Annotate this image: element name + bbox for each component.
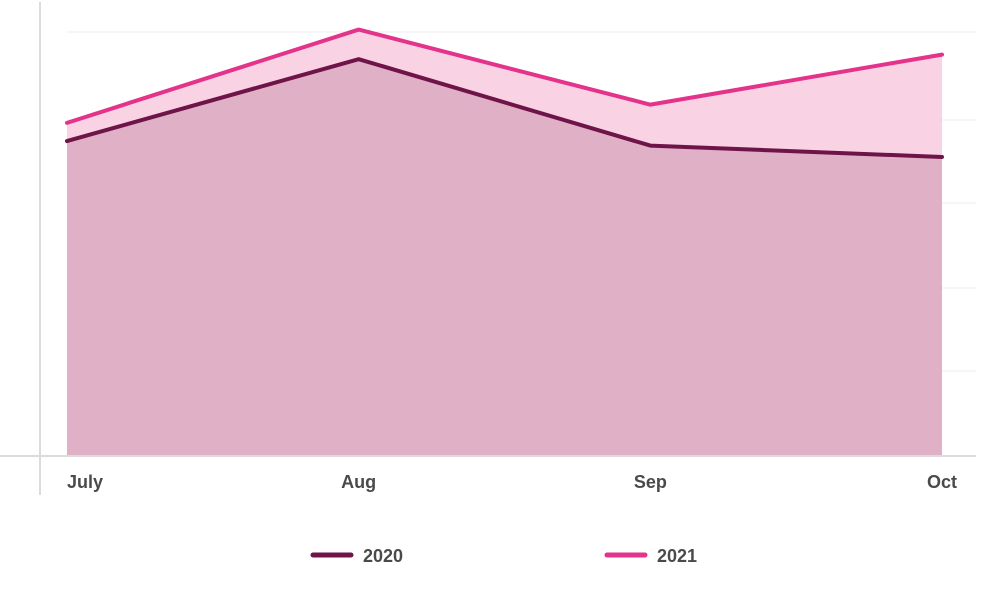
x-tick-label-July: July [67, 472, 103, 492]
series-areas [67, 29, 942, 456]
line-series-2021 [65, 27, 944, 125]
line-series-2020 [65, 57, 944, 159]
legend: 2020 2021 [310, 546, 697, 566]
x-tick-label-Sep: Sep [634, 472, 667, 492]
legend-label-2020: 2020 [363, 546, 403, 566]
series-lines [65, 27, 944, 159]
x-tick-label-Oct: Oct [927, 472, 957, 492]
x-tick-label-Aug: Aug [341, 472, 376, 492]
x-axis-ticks: July Aug Sep Oct [67, 472, 957, 492]
axes [0, 2, 976, 495]
area-series-2020 [67, 59, 942, 456]
legend-label-2021: 2021 [657, 546, 697, 566]
